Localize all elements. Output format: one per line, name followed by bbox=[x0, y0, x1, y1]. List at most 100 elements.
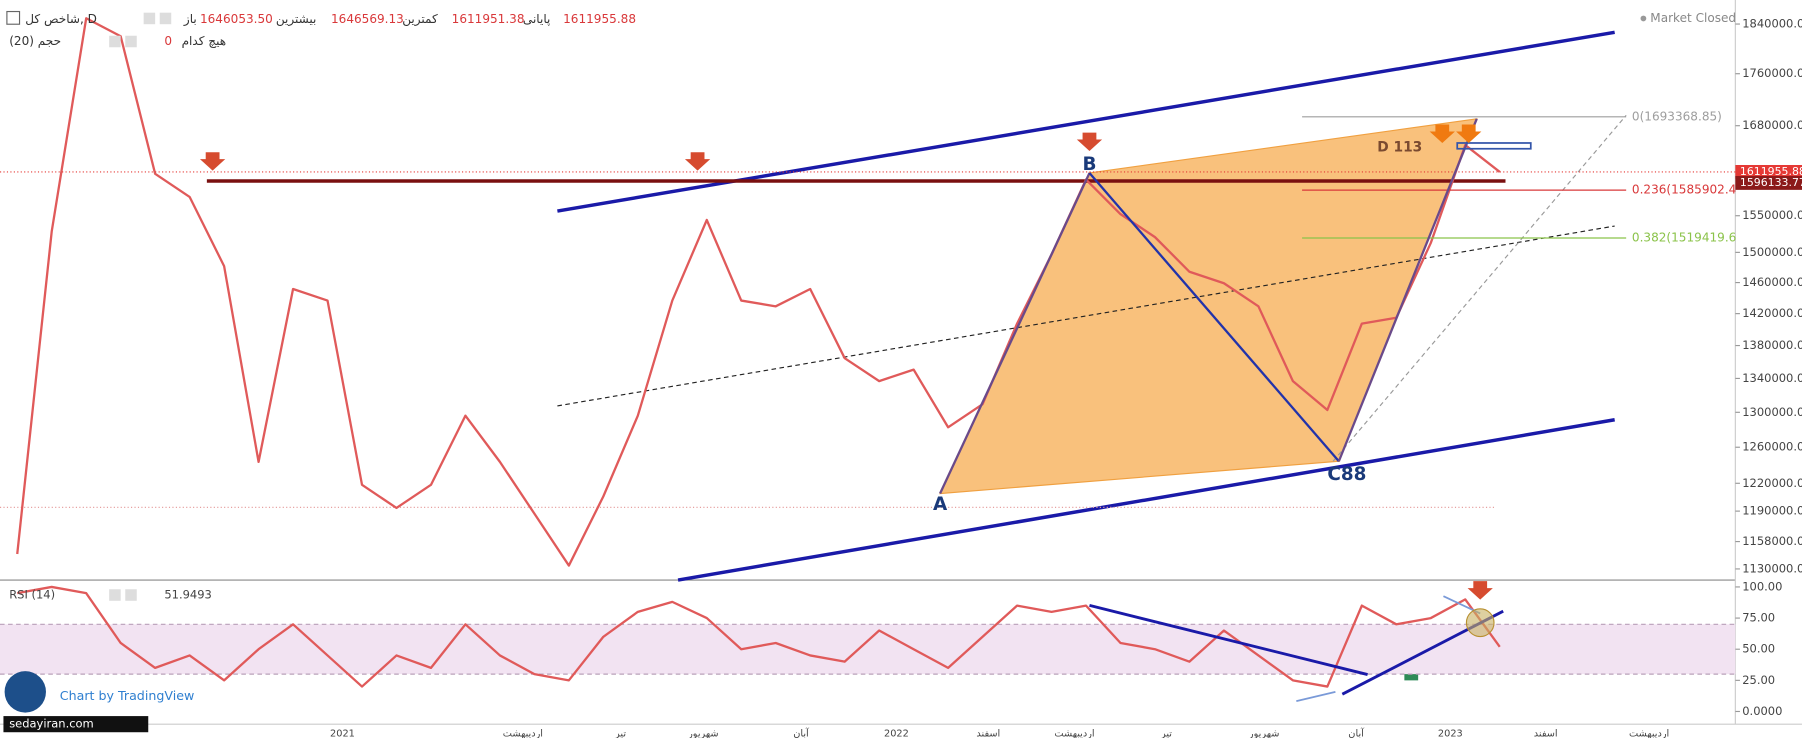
fib-label: 0.236(1585902.4 bbox=[1632, 183, 1736, 197]
hide-icon[interactable] bbox=[125, 589, 137, 601]
settings-icon[interactable] bbox=[109, 589, 121, 601]
y-tick-label: 1840000.00 bbox=[1742, 17, 1802, 31]
rsi-trend bbox=[1089, 603, 1368, 676]
arrow-down bbox=[1429, 124, 1455, 143]
close-value: 1611955.88 bbox=[563, 12, 636, 26]
y-tick-label: 100.00 bbox=[1742, 579, 1782, 593]
rsi-band bbox=[0, 624, 1736, 675]
open-value: 1646053.50 bbox=[200, 12, 273, 26]
x-tick-label: شهریور bbox=[687, 728, 719, 738]
watermark: sedayiran.com bbox=[9, 717, 94, 731]
low-value: 1611951.38 bbox=[452, 12, 525, 26]
y-tick-label: 1760000.00 bbox=[1742, 66, 1802, 80]
high-value: 1646569.13 bbox=[331, 12, 404, 26]
x-tick-label: اردیبهشت bbox=[503, 728, 543, 738]
x-tick-label: اردیبهشت bbox=[1054, 728, 1094, 738]
fib-label: 0.382(1519419.6 bbox=[1632, 230, 1736, 244]
rsi-value: 51.9493 bbox=[164, 587, 211, 601]
rsi-highlight bbox=[1465, 608, 1495, 638]
y-tick-label: 1420000.00 bbox=[1742, 306, 1802, 320]
settings-icon[interactable] bbox=[109, 35, 121, 48]
x-tick-label: آبان bbox=[793, 726, 810, 738]
channel-lower bbox=[677, 418, 1615, 582]
price-label-box bbox=[1735, 164, 1802, 179]
y-tick-label: 1500000.00 bbox=[1742, 245, 1802, 259]
trend-dashed bbox=[1332, 114, 1627, 462]
x-tick-label: اسفند bbox=[1534, 728, 1558, 738]
channel-mid bbox=[557, 225, 1615, 407]
rsi-pane bbox=[0, 585, 1736, 688]
arrow-down bbox=[1076, 132, 1103, 152]
y-tick-label: 1340000.00 bbox=[1742, 371, 1802, 385]
y-tick-label: 25.00 bbox=[1742, 673, 1775, 687]
symbol: شاخص کل, D bbox=[25, 12, 97, 27]
pattern-label: B bbox=[1082, 154, 1096, 175]
rsi-drawings bbox=[1089, 595, 1504, 702]
header: شاخص کل, D باز 1646053.50 بیشترین 164656… bbox=[6, 10, 1736, 601]
leg-ab bbox=[939, 172, 1091, 495]
volume-ma: هیچ کدام bbox=[182, 34, 227, 48]
watermark-bg bbox=[3, 716, 149, 733]
price-label: 1596133.77 bbox=[1740, 176, 1802, 189]
leg-cd bbox=[1337, 118, 1478, 462]
rsi-title: RSI (14) bbox=[9, 587, 55, 601]
x-tick-label: تیر bbox=[1160, 728, 1172, 738]
price-label-box bbox=[1735, 176, 1802, 190]
fib-label: 0(1693368.85) bbox=[1632, 109, 1722, 123]
hide-icon[interactable] bbox=[125, 35, 137, 48]
y-tick-label: 1130000.00 bbox=[1742, 561, 1802, 575]
y-tick-label: 1300000.00 bbox=[1742, 405, 1802, 419]
x-tick-label: آبان bbox=[1348, 726, 1365, 738]
collapse-icon[interactable] bbox=[6, 10, 21, 25]
x-tick-label: تیر bbox=[614, 728, 626, 738]
y-tick-label: 1190000.00 bbox=[1742, 504, 1802, 518]
y-tick-label: 1550000.00 bbox=[1742, 208, 1802, 222]
arrow-down bbox=[684, 152, 711, 171]
y-tick-label: 1260000.00 bbox=[1742, 440, 1802, 454]
leg-bc bbox=[1088, 172, 1340, 463]
y-tick-label: 0.0000 bbox=[1742, 704, 1782, 718]
status-dot bbox=[1640, 15, 1647, 22]
rsi-arrow bbox=[1296, 691, 1336, 702]
pattern-label: A bbox=[933, 494, 948, 515]
x-tick-label: شهریور bbox=[1248, 728, 1280, 738]
y-tick-label: 1460000.00 bbox=[1742, 275, 1802, 289]
x-tick-label: اسفند bbox=[976, 728, 1000, 738]
arrow-down bbox=[199, 152, 226, 171]
y-tick-label: 1158000.00 bbox=[1742, 534, 1802, 548]
logo bbox=[4, 671, 46, 713]
price-pane: 0(1693368.85) 0.236(1585902.4 0.382(151941… bbox=[0, 17, 1736, 567]
pattern-label: D 113 bbox=[1377, 140, 1422, 156]
x-tick-label: اردیبهشت bbox=[1629, 728, 1669, 738]
arrow-down bbox=[1456, 124, 1482, 143]
rsi-line bbox=[17, 585, 1501, 688]
pattern-label: C88 bbox=[1327, 464, 1366, 485]
y-tick-label: 1380000.00 bbox=[1742, 338, 1802, 352]
close-label: پایانی bbox=[523, 12, 550, 26]
low-label: کمترین bbox=[402, 12, 438, 27]
axes: 1840000.00 1760000.00 1680000.00 1550000.00… bbox=[9, 17, 1802, 738]
high-label: بیشترین bbox=[276, 12, 317, 27]
hide-icon[interactable] bbox=[159, 12, 172, 25]
volume-value: 0 bbox=[164, 34, 172, 48]
volume-label: حجم (20) bbox=[9, 34, 61, 48]
price-line bbox=[16, 17, 1501, 567]
open-label: باز bbox=[183, 12, 197, 27]
arrow-down bbox=[1467, 581, 1493, 600]
x-tick-label: 2022 bbox=[884, 728, 909, 738]
market-status: Market Closed bbox=[1650, 11, 1736, 25]
settings-icon[interactable] bbox=[143, 12, 156, 25]
branding: Chart by TradingView sedayiran.com bbox=[3, 671, 195, 733]
x-tick-label: 2021 bbox=[330, 728, 355, 738]
x-tick-label: 2023 bbox=[1438, 728, 1463, 738]
box-marker bbox=[1456, 142, 1532, 150]
y-tick-label: 75.00 bbox=[1742, 611, 1775, 625]
price-label: 1611955.88 bbox=[1740, 165, 1802, 178]
credit: Chart by TradingView bbox=[60, 688, 195, 703]
y-tick-label: 1680000.00 bbox=[1742, 118, 1802, 132]
y-tick-label: 1220000.00 bbox=[1742, 476, 1802, 490]
y-tick-label: 50.00 bbox=[1742, 642, 1775, 656]
